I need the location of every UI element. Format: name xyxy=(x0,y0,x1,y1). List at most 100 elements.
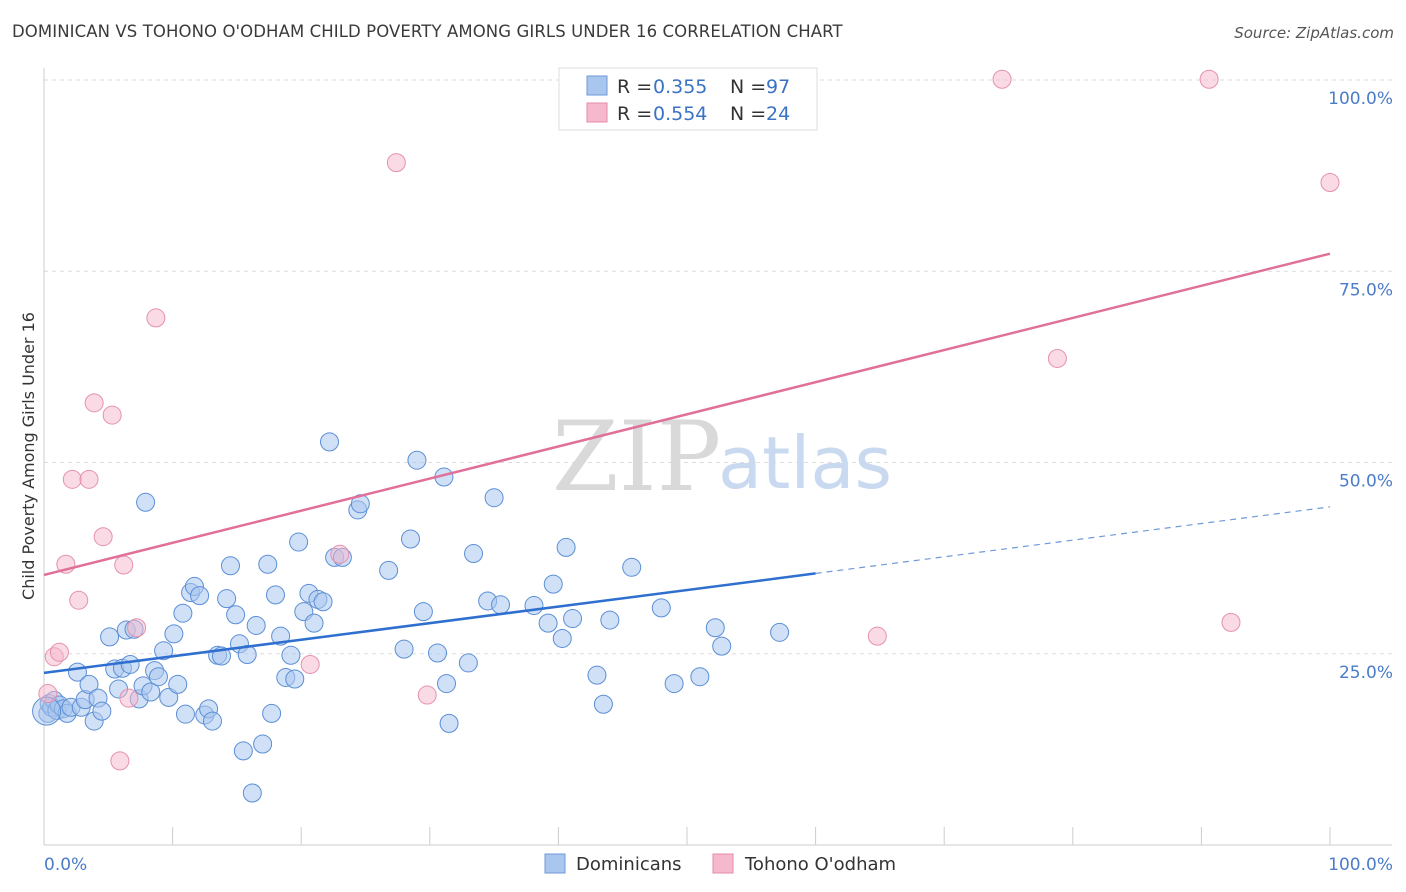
legend-n-label-1: N = xyxy=(730,76,766,98)
point-dominicans-97 xyxy=(705,618,725,638)
watermark: ZIP atlas xyxy=(552,401,892,513)
point-tohono-19 xyxy=(867,626,887,646)
bottom-legend-swatch-pink xyxy=(712,853,734,874)
y-tick-label-1: 50.0% xyxy=(1339,472,1393,492)
point-dominicans-96 xyxy=(690,667,710,687)
point-tohono-16 xyxy=(330,544,350,564)
point-dominicans-34 xyxy=(175,704,195,724)
bottom-legend-swatch-blue xyxy=(544,853,566,874)
point-dominicans-98 xyxy=(712,636,732,656)
point-dominicans-92 xyxy=(600,610,620,630)
point-dominicans-90 xyxy=(587,665,607,685)
point-dominicans-89 xyxy=(563,609,583,629)
point-dominicans-12 xyxy=(79,674,99,694)
watermark-atlas: atlas xyxy=(718,421,892,505)
point-dominicans-85 xyxy=(538,613,558,633)
point-tohono-4 xyxy=(62,469,82,489)
point-dominicans-52 xyxy=(258,554,278,574)
point-dominicans-43 xyxy=(217,589,237,609)
point-dominicans-59 xyxy=(289,532,309,552)
point-dominicans-21 xyxy=(120,654,140,674)
watermark-zip: ZIP xyxy=(552,401,721,513)
point-dominicans-73 xyxy=(407,450,427,470)
x-tick-labels: 0.0% 100.0% xyxy=(44,855,1393,875)
point-tohono-10 xyxy=(110,751,130,771)
point-dominicans-99 xyxy=(770,622,790,642)
point-tohono-23 xyxy=(1221,612,1241,632)
point-dominicans-32 xyxy=(168,674,188,694)
point-dominicans-50 xyxy=(246,615,266,635)
point-dominicans-79 xyxy=(458,653,478,673)
point-dominicans-75 xyxy=(428,643,448,663)
point-tohono-20 xyxy=(992,69,1012,89)
legend-n-label-2: N = xyxy=(730,103,766,125)
point-dominicans-94 xyxy=(651,598,671,618)
correlation-legend: R = 0.355 N = 97 R = 0.554 N = 24 xyxy=(558,67,818,131)
legend-swatch-blue xyxy=(586,75,608,96)
point-dominicans-53 xyxy=(262,703,282,723)
point-tohono-22 xyxy=(1199,69,1219,89)
point-tohono-5 xyxy=(69,590,89,610)
point-dominicans-74 xyxy=(413,602,433,622)
legend-r-value-1: 0.355 xyxy=(653,76,707,98)
point-tohono-7 xyxy=(84,393,104,413)
point-dominicans-30 xyxy=(159,687,179,707)
trend-line-tohono xyxy=(43,252,1331,577)
bottom-legend-label-tohono: Tohono O'odham xyxy=(744,854,896,875)
point-tohono-11 xyxy=(114,555,134,575)
y-tick-label-3: 100.0% xyxy=(1328,89,1393,109)
point-tohono-15 xyxy=(300,654,320,674)
point-dominicans-91 xyxy=(593,694,613,714)
point-dominicans-47 xyxy=(233,741,253,761)
point-dominicans-57 xyxy=(281,645,301,665)
point-dominicans-70 xyxy=(379,560,399,580)
y-axis-label: Child Poverty Among Girls Under 16 xyxy=(19,312,38,600)
trend-line-dominicans xyxy=(43,572,816,675)
point-dominicans-95 xyxy=(664,674,684,694)
legend-r-value-2: 0.554 xyxy=(653,103,707,125)
chart-title: DOMINICAN VS TOHONO O'ODHAM CHILD POVERT… xyxy=(12,22,843,41)
point-dominicans-29 xyxy=(154,641,174,661)
trend-lines xyxy=(43,252,1331,675)
point-tohono-14 xyxy=(146,308,166,328)
point-tohono-6 xyxy=(79,469,99,489)
point-dominicans-54 xyxy=(265,585,285,605)
grid-lines xyxy=(44,79,1392,655)
point-dominicans-71 xyxy=(394,639,414,659)
point-tohono-21 xyxy=(1047,348,1067,368)
point-dominicans-86 xyxy=(543,574,563,594)
point-dominicans-45 xyxy=(226,605,246,625)
legend-n-value-1: 97 xyxy=(766,76,790,98)
point-tohono-9 xyxy=(102,405,122,425)
point-dominicans-62 xyxy=(304,613,324,633)
point-dominicans-84 xyxy=(524,596,544,616)
point-tohono-12 xyxy=(119,688,139,708)
point-dominicans-64 xyxy=(313,592,333,612)
point-tohono-17 xyxy=(386,153,406,173)
x-tick-label-1: 100.0% xyxy=(1328,855,1393,875)
point-dominicans-93 xyxy=(622,557,642,577)
source-label: Source: ZipAtlas.com xyxy=(1234,24,1394,42)
y-tick-label-0: 25.0% xyxy=(1339,663,1393,683)
point-dominicans-40 xyxy=(202,711,222,731)
point-dominicans-58 xyxy=(285,669,305,689)
point-tohono-2 xyxy=(49,642,69,662)
y-tick-labels: 25.0% 50.0% 75.0% 100.0% xyxy=(1328,89,1393,683)
point-dominicans-28 xyxy=(148,667,168,687)
point-dominicans-16 xyxy=(100,627,120,647)
point-dominicans-51 xyxy=(253,734,273,754)
series-dominicans xyxy=(32,432,790,803)
point-dominicans-83 xyxy=(491,595,511,615)
legend-r-label-2: R = xyxy=(617,103,652,125)
point-dominicans-77 xyxy=(437,674,457,694)
legend-r-label-1: R = xyxy=(617,76,652,98)
point-tohono-18 xyxy=(417,685,437,705)
point-dominicans-87 xyxy=(552,628,572,648)
trend-line-dominicans-extension xyxy=(815,506,1331,575)
point-dominicans-26 xyxy=(141,682,161,702)
point-dominicans-49 xyxy=(242,783,262,803)
point-tohono-8 xyxy=(93,527,113,547)
point-dominicans-33 xyxy=(173,603,193,623)
point-dominicans-37 xyxy=(190,586,210,606)
